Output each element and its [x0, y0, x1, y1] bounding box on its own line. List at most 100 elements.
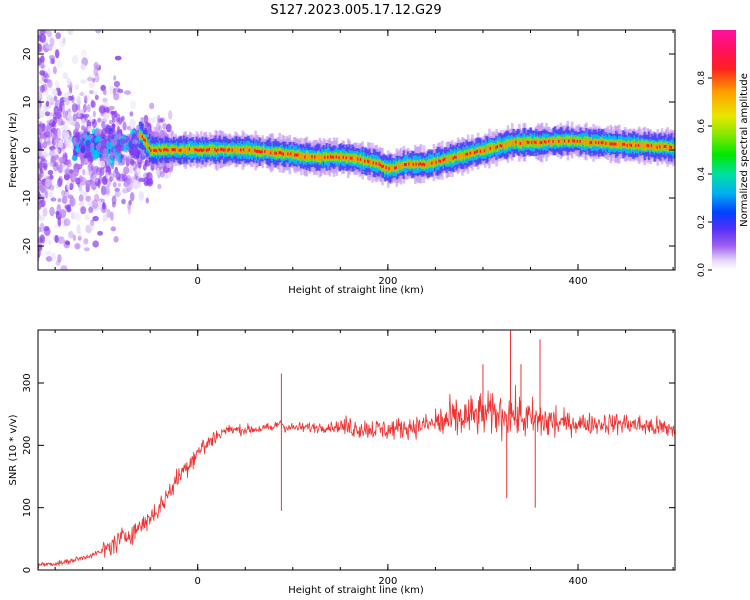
spectrogram-cluster-cell — [93, 149, 100, 158]
spectrogram-ridge-cell — [485, 147, 488, 152]
spectrogram-noise-cell — [157, 183, 162, 190]
spectrogram-peak-cell — [629, 143, 632, 147]
spectrogram-noise-cell — [114, 55, 122, 61]
x-tick-label: 400 — [568, 276, 587, 287]
spectrogram-peak-cell — [314, 155, 317, 159]
spectrogram-ridge-cell — [593, 139, 597, 145]
spectrogram-peak-cell — [141, 135, 145, 139]
spectrogram-ridge-cell — [655, 143, 658, 149]
spectrogram-noise-cell — [83, 94, 91, 102]
spectrogram-noise-cell — [86, 104, 91, 113]
spectrogram-ridge-cell — [585, 139, 588, 144]
spectrogram-ridge-cell — [238, 148, 242, 153]
spectrogram-ridge-cell — [640, 142, 644, 149]
spectrogram-noise-cell — [49, 37, 55, 47]
spectrogram-ridge-cell — [436, 158, 440, 164]
spectrogram-peak-cell — [345, 156, 349, 160]
spectrogram-peak-cell — [535, 141, 538, 144]
spectrogram-noise-cell — [129, 118, 136, 129]
spectrogram-ridge-cell — [636, 142, 640, 148]
spectrogram-noise-cell — [83, 113, 90, 118]
spectrogram-noise-cell — [131, 176, 135, 184]
spectrogram-peak-cell — [163, 148, 166, 152]
spectrogram-ridge-cell — [553, 138, 557, 144]
spectrogram-peak-cell — [408, 162, 411, 166]
x-tick-label: 400 — [568, 576, 587, 587]
spectrogram-peak-cell — [150, 149, 153, 152]
spectrogram-noise-cell — [38, 202, 42, 211]
spectrogram-noise-cell — [123, 166, 130, 175]
spectrogram-ridge-cell — [529, 139, 533, 144]
spectrogram-noise-cell — [51, 252, 56, 262]
snr-ticks: 0 200 400 0 100 200 300 — [22, 330, 675, 587]
spectrogram-noise-cell — [58, 139, 64, 149]
spectrogram-ridge-cell — [232, 147, 236, 152]
spectrogram-noise-cell — [42, 71, 48, 78]
spectrogram-ridge-cell — [392, 165, 396, 171]
spectrogram-cluster-cell — [80, 146, 86, 153]
spectrogram-peak-cell — [543, 140, 547, 144]
spectrogram-noise-cell — [67, 89, 71, 96]
spectrogram-ridge-cell — [145, 141, 149, 146]
colorbar: 0.0 0.2 0.4 0.6 0.8 Normalized spectral ampl… — [697, 30, 750, 277]
spectrogram-noise-cell — [83, 238, 89, 245]
spectrogram-peak-cell — [663, 145, 667, 148]
spectrogram-ridge-cell — [463, 153, 467, 158]
spectrogram-ridge-cell — [151, 147, 155, 153]
spectrogram-ridge-cell — [491, 145, 494, 150]
spectrogram-ridge-cell — [374, 160, 377, 166]
spectrogram-ridge-cell — [237, 147, 240, 153]
spectrogram-ridge-cell — [441, 157, 444, 163]
spectrogram-noise-cell — [49, 206, 55, 217]
spectrogram-ridge-cell — [211, 147, 215, 152]
spectrogram-noise-cell — [54, 235, 59, 243]
spectrogram-noise-cell — [55, 184, 59, 189]
spectrogram-noise-cell — [39, 33, 46, 43]
spectrogram-ridge-cell — [147, 143, 150, 150]
spectrogram-ridge-cell — [538, 140, 541, 146]
spectrogram-ridge-cell — [244, 147, 247, 154]
x-tick-label: 0 — [195, 576, 201, 587]
spectrogram-ridge-cell — [586, 138, 590, 145]
spectrogram-noise-cell — [145, 180, 153, 185]
spectrogram-peak-cell — [519, 142, 523, 145]
spectrogram-noise-cell — [55, 32, 61, 40]
spectrogram-ridge-cell — [566, 138, 570, 143]
spectrogram-noise-cell — [100, 185, 107, 196]
spectrogram-noise-cell — [74, 243, 81, 250]
spectrogram-peak-cell — [372, 161, 376, 165]
spectrogram-peak-cell — [335, 155, 339, 159]
spectrogram-peak-cell — [483, 149, 487, 153]
spectrogram-noise-cell — [66, 111, 72, 120]
spectrogram-peak-cell — [476, 149, 480, 153]
spectrogram-noise-cell — [57, 202, 61, 210]
spectrogram-noise-cell — [86, 76, 93, 82]
spectrogram-peak-cell — [656, 145, 660, 149]
spectrogram-ridge-cell — [328, 154, 332, 160]
spectrogram-ridge-cell — [550, 139, 554, 146]
spectrogram-ridge-cell — [633, 141, 637, 148]
spectrogram-ridge-cell — [402, 162, 406, 167]
colorbar-tick-label: 0.8 — [697, 71, 707, 86]
spectrogram-peak-cell — [419, 162, 423, 166]
spectrogram-noise-cell — [67, 95, 74, 101]
spectrogram-noise-cell — [97, 230, 103, 236]
spectrogram-noise-cell — [89, 221, 95, 231]
spectrogram-noise-cell — [43, 130, 51, 138]
spectrogram-peak-cell — [475, 150, 478, 154]
spectrogram-marks — [38, 30, 675, 270]
spectrogram-noise-cell — [38, 141, 42, 150]
spectrogram-noise-cell — [64, 189, 70, 198]
spectrogram-peak-cell — [435, 160, 438, 164]
spectrogram-noise-cell — [38, 79, 44, 84]
spectrogram-peak-cell — [278, 151, 282, 155]
spectrogram-ridge-cell — [191, 147, 195, 152]
spectrogram-noise-cell — [62, 148, 66, 155]
spectrogram-noise-cell — [47, 169, 54, 176]
spectrogram-noise-cell — [43, 78, 48, 84]
spectrogram-noise-cell — [46, 129, 51, 135]
spectrogram-noise-cell — [38, 90, 42, 100]
spectrogram-ridge-cell — [358, 157, 361, 163]
spectrogram-peak-cell — [609, 142, 612, 146]
